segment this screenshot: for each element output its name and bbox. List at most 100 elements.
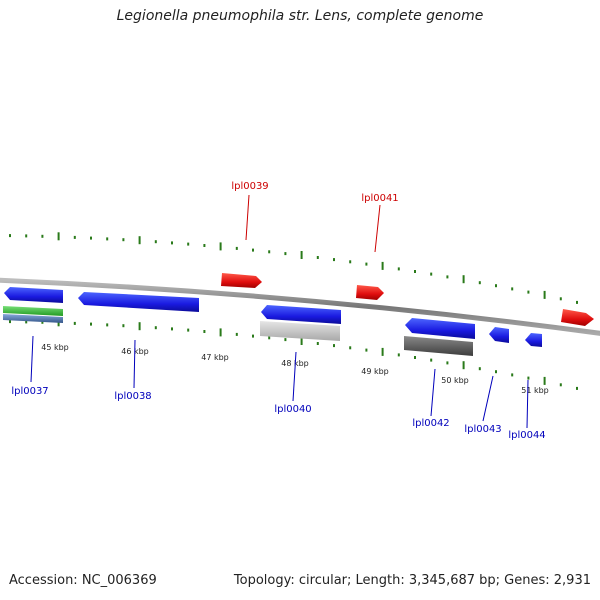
outer-minor-tick bbox=[106, 237, 109, 241]
outer-minor-tick bbox=[478, 281, 481, 285]
scale-label-47kbp: 47 kbp bbox=[201, 353, 229, 362]
outer-tick-track bbox=[9, 232, 578, 304]
outer-minor-tick bbox=[73, 235, 76, 239]
scale-label-49kbp: 49 kbp bbox=[361, 367, 389, 376]
outer-major-tick bbox=[543, 290, 546, 299]
accession-text: Accession: NC_006369 bbox=[9, 573, 157, 588]
outer-minor-tick bbox=[154, 240, 157, 244]
outer-minor-tick bbox=[495, 284, 497, 288]
inner-minor-tick bbox=[495, 370, 497, 374]
outer-minor-tick bbox=[349, 260, 352, 264]
light-gray-feature-bar bbox=[260, 321, 340, 341]
gene-label-lpl0039[interactable]: lpl0039 bbox=[231, 181, 268, 192]
outer-minor-tick bbox=[203, 244, 206, 247]
outer-minor-tick bbox=[235, 246, 238, 250]
inner-minor-tick bbox=[252, 334, 254, 338]
inner-minor-tick bbox=[430, 358, 433, 362]
outer-minor-tick bbox=[446, 275, 449, 279]
outer-minor-tick bbox=[397, 267, 400, 271]
leader-line-lpl0041 bbox=[374, 204, 381, 253]
inner-minor-tick bbox=[527, 376, 530, 380]
inner-minor-tick bbox=[316, 342, 319, 345]
genome-backbone bbox=[0, 277, 600, 336]
inner-minor-tick bbox=[122, 324, 125, 328]
reverse-gene-lpl0037[interactable] bbox=[4, 287, 63, 303]
inner-minor-tick bbox=[73, 321, 76, 325]
outer-minor-tick bbox=[430, 272, 433, 276]
outer-minor-tick bbox=[316, 256, 319, 259]
reverse-gene-lpl0044[interactable] bbox=[525, 333, 542, 347]
outer-minor-tick bbox=[559, 297, 562, 301]
gene-label-lpl0040[interactable]: lpl0040 bbox=[274, 404, 311, 415]
inner-minor-tick bbox=[511, 373, 514, 377]
leader-line-lpl0044 bbox=[526, 379, 529, 429]
inner-minor-tick bbox=[284, 338, 287, 342]
outer-minor-tick bbox=[187, 242, 190, 246]
gene-label-lpl0042[interactable]: lpl0042 bbox=[412, 418, 449, 429]
reverse-gene-lpl0040[interactable] bbox=[261, 305, 341, 324]
inner-minor-tick bbox=[187, 328, 190, 332]
outer-minor-tick bbox=[90, 236, 92, 240]
map-title: Legionella pneumophila str. Lens, comple… bbox=[116, 8, 484, 24]
outer-major-tick bbox=[57, 232, 60, 241]
outer-minor-tick bbox=[365, 262, 368, 266]
inner-minor-tick bbox=[365, 348, 368, 352]
outer-minor-tick bbox=[414, 270, 416, 273]
gene-label-lpl0037[interactable]: lpl0037 bbox=[11, 386, 48, 397]
leader-line-lpl0038 bbox=[133, 339, 136, 389]
inner-minor-tick bbox=[25, 320, 28, 324]
outer-major-tick bbox=[462, 275, 465, 284]
dark-gray-feature-bar bbox=[404, 336, 473, 356]
inner-minor-tick bbox=[576, 386, 578, 390]
gene-label-lpl0043[interactable]: lpl0043 bbox=[464, 424, 501, 435]
genome-summary-text: Topology: circular; Length: 3,345,687 bp… bbox=[233, 573, 591, 588]
outer-minor-tick bbox=[268, 250, 271, 254]
outer-minor-tick bbox=[41, 234, 44, 238]
leader-line-lpl0039 bbox=[245, 194, 250, 241]
reverse-gene-lpl0038[interactable] bbox=[78, 292, 199, 312]
inner-minor-tick bbox=[268, 336, 271, 340]
inner-minor-tick bbox=[90, 322, 92, 326]
inner-minor-tick bbox=[559, 383, 562, 387]
inner-minor-tick bbox=[478, 367, 481, 371]
outer-minor-tick bbox=[9, 234, 11, 238]
outer-minor-tick bbox=[171, 241, 173, 245]
forward-gene-right-edge[interactable] bbox=[561, 309, 594, 326]
outer-minor-tick bbox=[252, 248, 254, 252]
outer-minor-tick bbox=[576, 300, 578, 304]
inner-minor-tick bbox=[41, 320, 44, 324]
inner-minor-tick bbox=[333, 344, 335, 348]
scale-label-45kbp: 45 kbp bbox=[41, 343, 69, 352]
scale-label-50kbp: 50 kbp bbox=[441, 376, 469, 385]
inner-major-tick bbox=[219, 328, 222, 337]
inner-minor-tick bbox=[349, 346, 352, 350]
outer-minor-tick bbox=[527, 290, 530, 294]
inner-major-tick bbox=[381, 347, 384, 356]
inner-minor-tick bbox=[414, 356, 416, 359]
inner-minor-tick bbox=[446, 361, 449, 365]
gene-label-lpl0044[interactable]: lpl0044 bbox=[508, 430, 545, 441]
green-feature-bar bbox=[3, 306, 63, 316]
gene-label-lpl0038[interactable]: lpl0038 bbox=[114, 391, 151, 402]
forward-gene-lpl0041[interactable] bbox=[356, 285, 384, 300]
forward-gene-lpl0039[interactable] bbox=[221, 273, 262, 288]
gene-label-lpl0041[interactable]: lpl0041 bbox=[361, 193, 398, 204]
outer-minor-tick bbox=[284, 252, 287, 256]
inner-major-tick bbox=[462, 361, 465, 370]
inner-minor-tick bbox=[235, 332, 238, 336]
inner-major-tick bbox=[138, 322, 141, 331]
inner-tick-track bbox=[9, 318, 578, 390]
reverse-gene-lpl0042[interactable] bbox=[405, 318, 475, 339]
inner-minor-tick bbox=[203, 330, 206, 333]
outer-major-tick bbox=[300, 251, 303, 259]
outer-major-tick bbox=[138, 236, 141, 245]
inner-minor-tick bbox=[171, 327, 173, 331]
inner-minor-tick bbox=[106, 323, 109, 327]
reverse-gene-lpl0043[interactable] bbox=[489, 327, 509, 343]
inner-minor-tick bbox=[154, 326, 157, 330]
leader-line-lpl0040 bbox=[292, 351, 297, 402]
leader-line-lpl0037 bbox=[30, 335, 34, 383]
scale-label-51kbp: 51 kbp bbox=[521, 386, 549, 395]
outer-major-tick bbox=[381, 261, 384, 270]
